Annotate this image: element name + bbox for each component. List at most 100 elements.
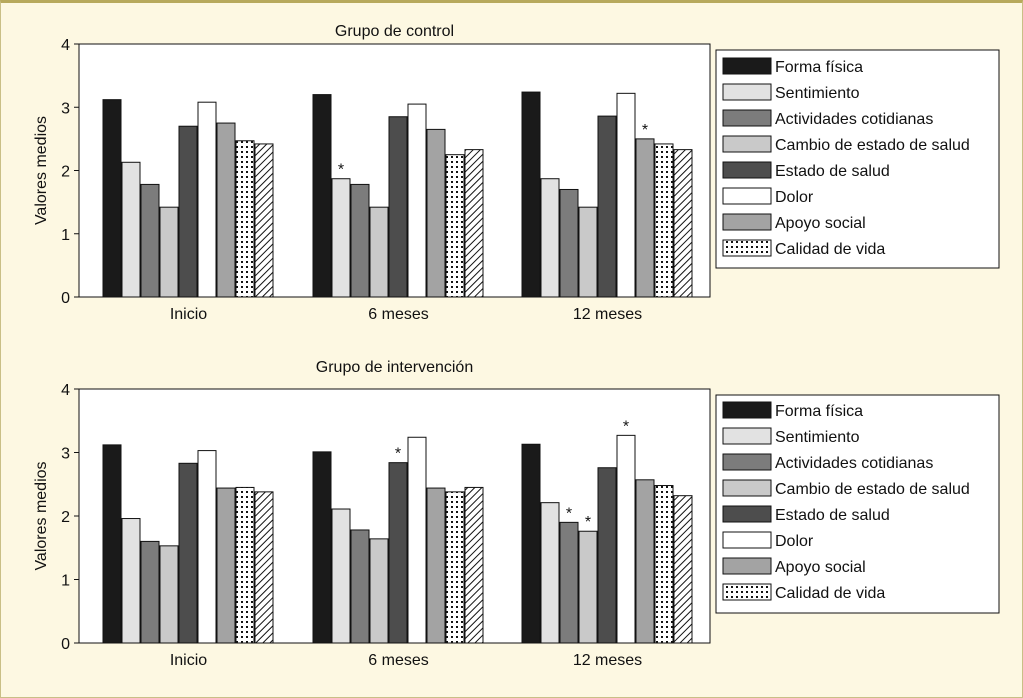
y-axis-label: Valores medios — [33, 116, 50, 225]
significance-star: * — [642, 122, 648, 139]
bar-1-1-5 — [179, 126, 197, 297]
legend-swatch — [723, 480, 771, 496]
significance-star: * — [585, 514, 591, 531]
x-tick-label: Inicio — [170, 306, 207, 323]
bar-2-1-9 — [255, 492, 273, 643]
chart-title: Grupo de control — [335, 23, 454, 40]
bar-1-1-4 — [160, 207, 178, 297]
bar-2-2-9 — [465, 487, 483, 643]
bar-1-1-7 — [217, 123, 235, 297]
bar-2-3-6 — [617, 435, 635, 643]
y-tick-label: 4 — [61, 382, 70, 399]
legend-swatch — [723, 532, 771, 548]
bar-2-1-8 — [236, 487, 254, 643]
bar-2-3-7 — [636, 480, 654, 643]
bar-2-2-3 — [351, 530, 369, 643]
x-tick-label: 12 meses — [573, 306, 642, 323]
bar-2-3-5 — [598, 468, 616, 643]
legend-box — [716, 50, 999, 268]
bar-2-3-3 — [560, 522, 578, 643]
bar-1-3-2 — [541, 179, 559, 297]
bar-2-3-1 — [522, 444, 540, 643]
legend-label: Forma física — [775, 59, 863, 76]
bar-1-3-9 — [674, 150, 692, 297]
legend-label: Estado de salud — [775, 507, 890, 524]
y-tick-label: 2 — [61, 509, 70, 526]
bar-1-2-5 — [389, 117, 407, 297]
bar-1-2-3 — [351, 184, 369, 297]
bar-1-3-1 — [522, 92, 540, 297]
legend-label: Apoyo social — [775, 559, 866, 576]
bar-1-3-6 — [617, 93, 635, 297]
legend-label: Sentimiento — [775, 85, 860, 102]
bar-2-2-1 — [313, 452, 331, 643]
bar-2-1-4 — [160, 546, 178, 643]
legend-label: Estado de salud — [775, 163, 890, 180]
bar-1-3-3 — [560, 189, 578, 297]
bar-2-3-2 — [541, 503, 559, 643]
bar-2-3-8 — [655, 486, 673, 643]
bar-1-1-9 — [255, 144, 273, 297]
y-tick-label: 1 — [61, 227, 70, 244]
y-tick-label: 3 — [61, 446, 70, 463]
legend-swatch — [723, 188, 771, 204]
x-tick-label: 6 meses — [368, 652, 428, 669]
bar-1-3-8 — [655, 144, 673, 297]
bar-2-1-6 — [198, 451, 216, 643]
legend-swatch — [723, 162, 771, 178]
y-tick-label: 0 — [61, 636, 70, 653]
y-tick-label: 1 — [61, 573, 70, 590]
legend-label: Calidad de vida — [775, 241, 885, 258]
x-tick-label: 6 meses — [368, 306, 428, 323]
bar-2-3-4 — [579, 531, 597, 643]
bar-1-3-7 — [636, 139, 654, 297]
chart-1: Grupo de control 0 1 2 3 4 Valores medios Inici… — [33, 23, 999, 323]
legend-swatch — [723, 110, 771, 126]
bar-2-3-9 — [674, 496, 692, 643]
bar-2-1-2 — [122, 519, 140, 643]
legend-label: Forma física — [775, 403, 863, 420]
bar-2-1-3 — [141, 541, 159, 643]
bar-2-2-5 — [389, 463, 407, 643]
y-tick-label: 2 — [61, 164, 70, 181]
legend-label: Actividades cotidianas — [775, 111, 933, 128]
chart-2: Grupo de intervención 0 1 2 3 4 Valores medios… — [33, 359, 999, 669]
chart-title: Grupo de intervención — [316, 359, 473, 376]
bar-1-2-9 — [465, 150, 483, 297]
legend-swatch — [723, 506, 771, 522]
legend-label: Dolor — [775, 189, 814, 206]
bar-1-1-3 — [141, 184, 159, 297]
y-tick-label: 4 — [61, 37, 70, 54]
bar-1-1-8 — [236, 141, 254, 297]
y-axis-label: Valores medios — [33, 461, 50, 570]
y-tick-label: 0 — [61, 290, 70, 307]
bar-1-2-4 — [370, 207, 388, 297]
bar-2-2-7 — [427, 488, 445, 643]
legend-label: Calidad de vida — [775, 585, 885, 602]
legend-swatch — [723, 214, 771, 230]
significance-star: * — [566, 505, 572, 522]
bar-2-2-2 — [332, 509, 350, 643]
legend-swatch — [723, 558, 771, 574]
bar-1-3-5 — [598, 116, 616, 297]
significance-star: * — [395, 446, 401, 463]
bar-2-2-8 — [446, 492, 464, 643]
legend-swatch — [723, 402, 771, 418]
bar-1-1-2 — [122, 162, 140, 297]
legend-swatch — [723, 136, 771, 152]
significance-star: * — [338, 162, 344, 179]
bar-1-3-4 — [579, 207, 597, 297]
x-tick-label: Inicio — [170, 652, 207, 669]
significance-star: * — [623, 418, 629, 435]
y-tick-label: 3 — [61, 100, 70, 117]
bar-2-2-6 — [408, 437, 426, 643]
bar-1-2-8 — [446, 155, 464, 297]
legend-label: Sentimiento — [775, 429, 860, 446]
legend-swatch — [723, 84, 771, 100]
bar-2-1-7 — [217, 488, 235, 643]
legend-label: Cambio de estado de salud — [775, 481, 970, 498]
bar-1-2-1 — [313, 95, 331, 297]
x-tick-label: 12 meses — [573, 652, 642, 669]
legend-label: Actividades cotidianas — [775, 455, 933, 472]
